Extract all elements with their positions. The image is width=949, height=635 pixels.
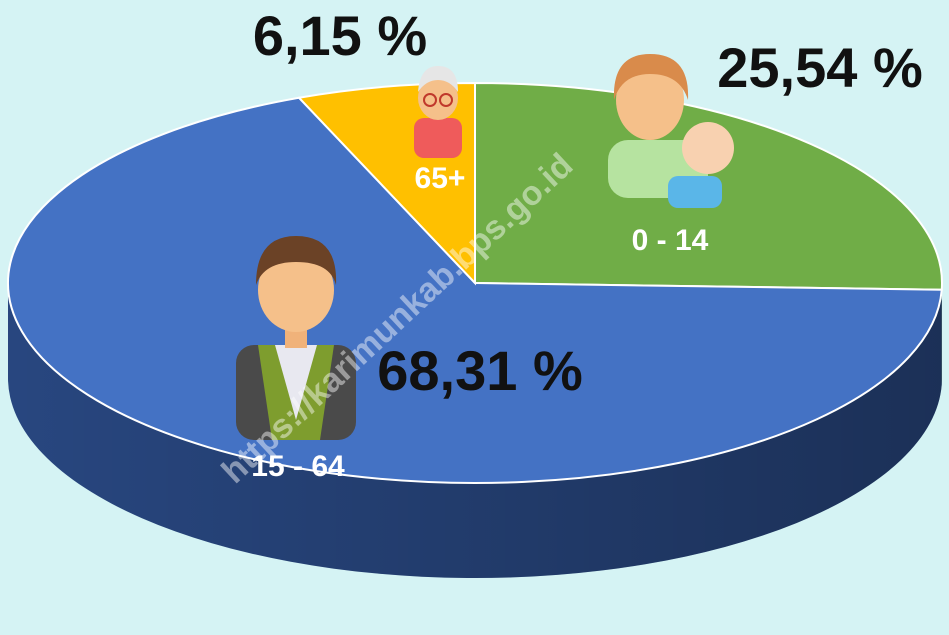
chart: 25,54 %0 - 1468,31 %15 - 646,15 %65+ htt… — [0, 0, 949, 635]
pie-tops — [8, 83, 942, 483]
value-label: 6,15 % — [253, 4, 427, 67]
value-label: 68,31 % — [377, 339, 583, 402]
category-label: 65+ — [415, 162, 466, 195]
category-label: 0 - 14 — [632, 224, 709, 257]
value-label: 25,54 % — [717, 36, 923, 99]
